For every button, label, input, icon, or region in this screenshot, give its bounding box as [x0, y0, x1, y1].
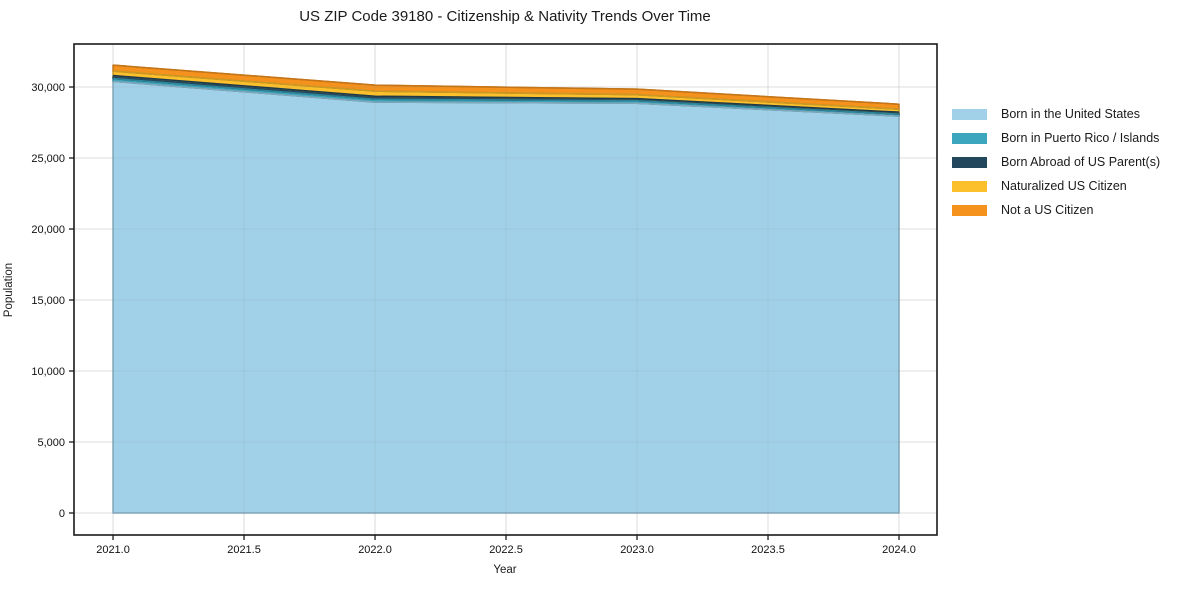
legend-item: Born in the United States — [952, 108, 1160, 121]
area-top-edge — [112, 77, 900, 115]
y-tick-labels: 0 5,000 10,000 15,000 20,000 25,000 30,000 — [31, 82, 65, 520]
area-edge-lines — [112, 64, 900, 117]
legend-label: Not a US Citizen — [1001, 203, 1094, 217]
y-tick-label: 20,000 — [31, 224, 65, 236]
y-tick-label: 30,000 — [31, 82, 65, 94]
legend-item: Born in Puerto Rico / Islands — [952, 132, 1160, 145]
x-tick-label: 2023.5 — [751, 544, 785, 556]
x-tick-labels: 2021.0 2021.5 2022.0 2022.5 2023.0 2023.5 2024… — [96, 544, 916, 556]
area-top-edge — [112, 70, 900, 110]
area-top-edge — [112, 74, 900, 113]
legend-item: Naturalized US Citizen — [952, 180, 1160, 193]
legend-swatch — [952, 180, 987, 192]
y-axis-title: Population — [3, 262, 15, 318]
y-tick-label: 0 — [59, 508, 65, 520]
legend-item: Born Abroad of US Parent(s) — [952, 156, 1160, 169]
legend-label: Naturalized US Citizen — [1001, 179, 1127, 193]
axis-ticks — [69, 86, 900, 540]
area-top-edge — [112, 64, 900, 105]
x-tick-label: 2022.5 — [489, 544, 523, 556]
legend-swatch — [952, 132, 987, 144]
legend: Born in the United States Born in Puerto … — [952, 108, 1160, 217]
x-tick-label: 2024.0 — [882, 544, 916, 556]
y-tick-label: 15,000 — [31, 295, 65, 307]
x-tick-label: 2021.5 — [227, 544, 261, 556]
legend-label: Born in the United States — [1001, 107, 1140, 121]
y-tick-label: 25,000 — [31, 153, 65, 165]
legend-swatch — [952, 204, 987, 216]
x-tick-label: 2023.0 — [620, 544, 654, 556]
x-tick-label: 2021.0 — [96, 544, 130, 556]
chart-title: US ZIP Code 39180 - Citizenship & Nativi… — [299, 8, 711, 25]
legend-item: Not a US Citizen — [952, 204, 1160, 217]
area-top-edge — [112, 80, 900, 117]
y-tick-label: 5,000 — [37, 437, 65, 449]
legend-swatch — [952, 108, 987, 120]
y-tick-label: 10,000 — [31, 366, 65, 378]
legend-label: Born in Puerto Rico / Islands — [1001, 131, 1160, 145]
x-axis-title: Year — [493, 564, 517, 576]
legend-label: Born Abroad of US Parent(s) — [1001, 155, 1161, 169]
legend-swatch — [952, 156, 987, 168]
x-tick-label: 2022.0 — [358, 544, 392, 556]
